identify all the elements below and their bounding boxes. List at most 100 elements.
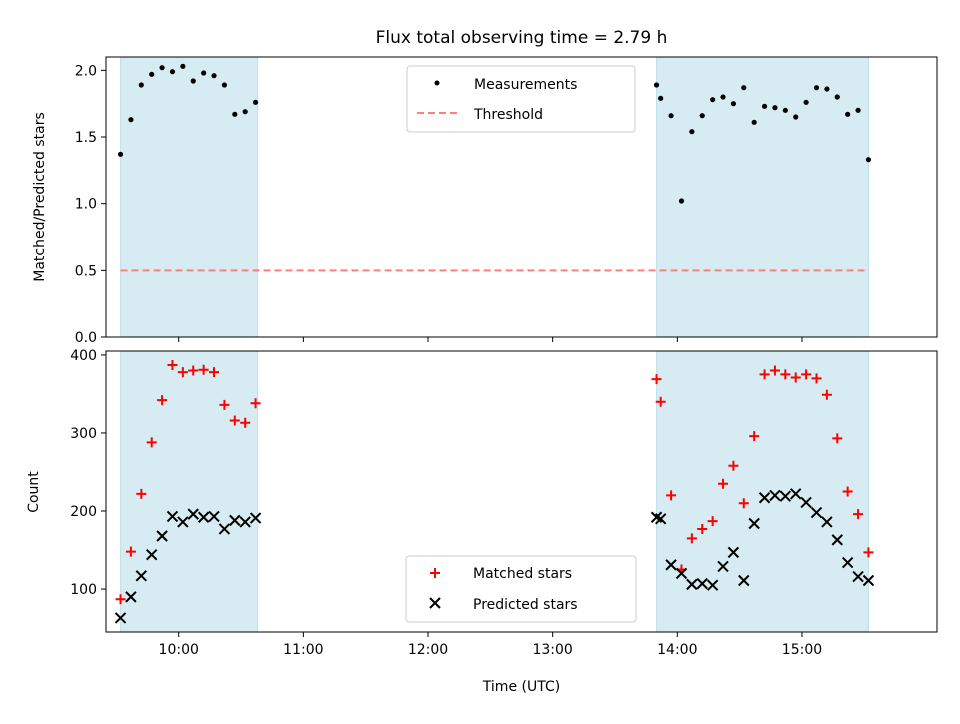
predicted-star-point xyxy=(779,490,792,502)
measurement-point xyxy=(730,101,737,107)
axes-frame xyxy=(105,56,938,338)
y-tick-label: 0.5 xyxy=(75,263,97,279)
measurement-point xyxy=(678,198,685,204)
measurement-point xyxy=(211,73,217,79)
measurement-point xyxy=(845,111,851,117)
measurement-point xyxy=(159,65,165,71)
measurement-point xyxy=(741,85,747,91)
legend-matched-label: Matched stars xyxy=(473,566,572,582)
predicted-star-point xyxy=(675,567,688,580)
predicted-star-point xyxy=(239,516,251,528)
predicted-star-point xyxy=(727,546,740,559)
matched-star-point xyxy=(759,369,770,380)
matched-star-point xyxy=(209,367,220,378)
predicted-star-point xyxy=(852,570,864,583)
y-tick-label: 1.0 xyxy=(75,197,97,213)
matched-star-point xyxy=(790,372,801,383)
matched-star-point xyxy=(718,478,729,489)
measurement-point xyxy=(128,117,134,123)
matched-star-point xyxy=(157,395,168,406)
measurement-point xyxy=(824,86,830,92)
predicted-star-point xyxy=(800,496,812,509)
predicted-star-point xyxy=(208,510,220,523)
matched-star-point xyxy=(738,498,749,509)
observing-interval xyxy=(120,56,259,338)
predicted-star-point xyxy=(738,574,750,587)
matched-star-point xyxy=(240,417,251,428)
legend-predicted-label: Predicted stars xyxy=(473,597,578,613)
matched-star-point xyxy=(863,547,874,558)
x-tick-label: 10:00 xyxy=(159,642,199,658)
measurement-point xyxy=(149,71,155,77)
measurement-point xyxy=(834,94,840,100)
predicted-star-point xyxy=(696,577,708,590)
predicted-star-point xyxy=(156,530,168,542)
predicted-star-point xyxy=(145,549,158,561)
count-panel: 100 200 300 400 10:00 11:00 12:00 13:00 14:00 15:… xyxy=(70,348,938,658)
predicted-star-point xyxy=(748,517,760,530)
x-tick-label: 14:00 xyxy=(657,642,697,658)
matched-star-point xyxy=(697,523,708,534)
predicted-star-point xyxy=(125,591,137,603)
measurement-point xyxy=(221,82,228,88)
matched-star-point xyxy=(198,364,209,375)
matched-star-point xyxy=(125,546,136,557)
predicted-star-point xyxy=(135,570,148,582)
matched-star-point xyxy=(651,374,662,385)
x-tick-label: 11:00 xyxy=(283,642,323,658)
y-tick-label: 400 xyxy=(70,348,97,364)
predicted-star-point xyxy=(187,508,199,520)
y-tick-label: 1.5 xyxy=(75,130,97,146)
measurement-point xyxy=(803,99,809,105)
predicted-star-point xyxy=(166,510,179,523)
predicted-star-point xyxy=(229,514,241,527)
top-legend: Measurements Threshold xyxy=(406,65,636,133)
predicted-star-point xyxy=(177,516,189,528)
measurement-point xyxy=(180,63,186,69)
predicted-star-point xyxy=(249,512,262,524)
matched-star-point xyxy=(177,367,188,378)
measurement-point xyxy=(782,107,788,113)
y-tick-label: 100 xyxy=(70,582,97,598)
matched-star-point xyxy=(136,488,147,499)
matched-star-point xyxy=(842,486,853,497)
measurement-point xyxy=(658,95,664,101)
x-tick-label: 12:00 xyxy=(408,642,448,658)
matched-star-point xyxy=(229,415,240,426)
matched-star-point xyxy=(769,365,780,376)
legend-matched-swatch xyxy=(430,568,440,578)
matched-star-point xyxy=(821,389,832,400)
matched-star-point xyxy=(167,360,178,371)
legend-measurements-swatch xyxy=(434,80,440,86)
matched-star-point xyxy=(666,490,677,501)
matched-star-point xyxy=(801,369,812,380)
measurement-point xyxy=(242,109,248,115)
measurement-point xyxy=(138,82,144,88)
measurement-point xyxy=(772,105,778,111)
matched-star-point xyxy=(853,509,864,520)
observing-interval xyxy=(656,350,869,633)
legend-measurements-label: Measurements xyxy=(474,77,577,93)
bottom-y-axis-label: Count xyxy=(26,471,42,513)
predicted-star-point xyxy=(758,492,771,504)
measurement-point xyxy=(710,97,716,103)
matched-star-point xyxy=(188,365,199,376)
legend-predicted-swatch xyxy=(429,597,441,609)
measurement-point xyxy=(699,113,705,119)
y-tick-label: 300 xyxy=(70,426,97,442)
measurement-point xyxy=(232,111,238,117)
predicted-star-point xyxy=(197,511,210,523)
predicted-star-point xyxy=(769,489,781,502)
predicted-star-point xyxy=(218,523,231,535)
measurement-point xyxy=(855,107,861,113)
predicted-star-point xyxy=(810,506,823,519)
matched-star-point xyxy=(749,431,760,442)
x-tick-label: 15:00 xyxy=(782,642,822,658)
x-tick-label: 13:00 xyxy=(532,642,572,658)
y-tick-label: 0.0 xyxy=(75,330,97,346)
measurement-point xyxy=(751,119,757,125)
measurement-point xyxy=(813,85,820,91)
matched-star-point xyxy=(780,369,791,380)
chart-title: Flux total observing time = 2.79 h xyxy=(376,28,668,48)
